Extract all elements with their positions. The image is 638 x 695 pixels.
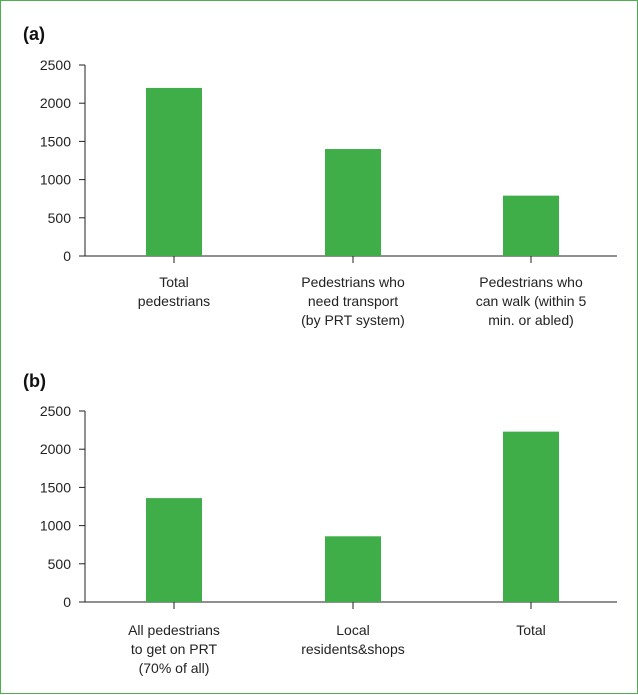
y-tick-label: 0 bbox=[63, 248, 71, 264]
panel-label: (b) bbox=[23, 371, 46, 391]
category-label-line: to get on PRT bbox=[131, 641, 218, 657]
category-label-line: Pedestrians who bbox=[479, 274, 583, 290]
category-label-line: min. or abled) bbox=[488, 312, 574, 328]
bar bbox=[325, 536, 381, 602]
category-label-line: can walk (within 5 bbox=[476, 293, 587, 309]
category-label-line: Total bbox=[516, 622, 546, 638]
y-tick-label: 500 bbox=[48, 210, 72, 226]
y-tick-label: 500 bbox=[48, 556, 72, 572]
category-label: All pedestrians to get on PRT (70% of all) bbox=[128, 622, 220, 676]
category-label-line: All pedestrians bbox=[128, 622, 220, 638]
y-tick-label: 1000 bbox=[40, 172, 71, 188]
category-label-line: (by PRT system) bbox=[301, 312, 405, 328]
bar bbox=[503, 195, 559, 256]
y-tick-label: 1500 bbox=[40, 133, 71, 149]
y-tick-label: 2500 bbox=[40, 57, 71, 73]
category-label: Pedestrians who can walk (within 5 min. or… bbox=[476, 274, 587, 328]
category-label-line: residents&shops bbox=[301, 641, 405, 657]
y-tick-label: 0 bbox=[63, 594, 71, 610]
category-label-line: Total bbox=[159, 274, 189, 290]
y-tick-label: 2000 bbox=[40, 95, 71, 111]
y-tick-label: 1500 bbox=[40, 479, 71, 495]
category-label-line: pedestrians bbox=[138, 293, 210, 309]
chart-panel-a: (a) 0 500 1000 1500 2000 2500 Total pedestrians P… bbox=[23, 24, 617, 328]
category-label: Pedestrians who need transport (by PRT sys… bbox=[301, 274, 405, 328]
bar bbox=[146, 498, 202, 602]
category-label: Total bbox=[516, 622, 546, 638]
y-tick-label: 2500 bbox=[40, 403, 71, 419]
bar bbox=[325, 149, 381, 256]
y-tick-label: 1000 bbox=[40, 518, 71, 534]
category-label-line: (70% of all) bbox=[139, 660, 210, 676]
bar bbox=[503, 431, 559, 602]
category-label-line: Pedestrians who bbox=[301, 274, 405, 290]
category-label: Local residents&shops bbox=[301, 622, 405, 657]
category-label-line: need transport bbox=[308, 293, 398, 309]
category-label-line: Local bbox=[336, 622, 369, 638]
chart-panel-b: (b) 0 500 1000 1500 2000 2500 All pedestrians to… bbox=[23, 371, 617, 676]
y-tick-label: 2000 bbox=[40, 441, 71, 457]
category-label: Total pedestrians bbox=[138, 274, 210, 309]
panel-label: (a) bbox=[23, 24, 45, 44]
bar bbox=[146, 87, 202, 256]
